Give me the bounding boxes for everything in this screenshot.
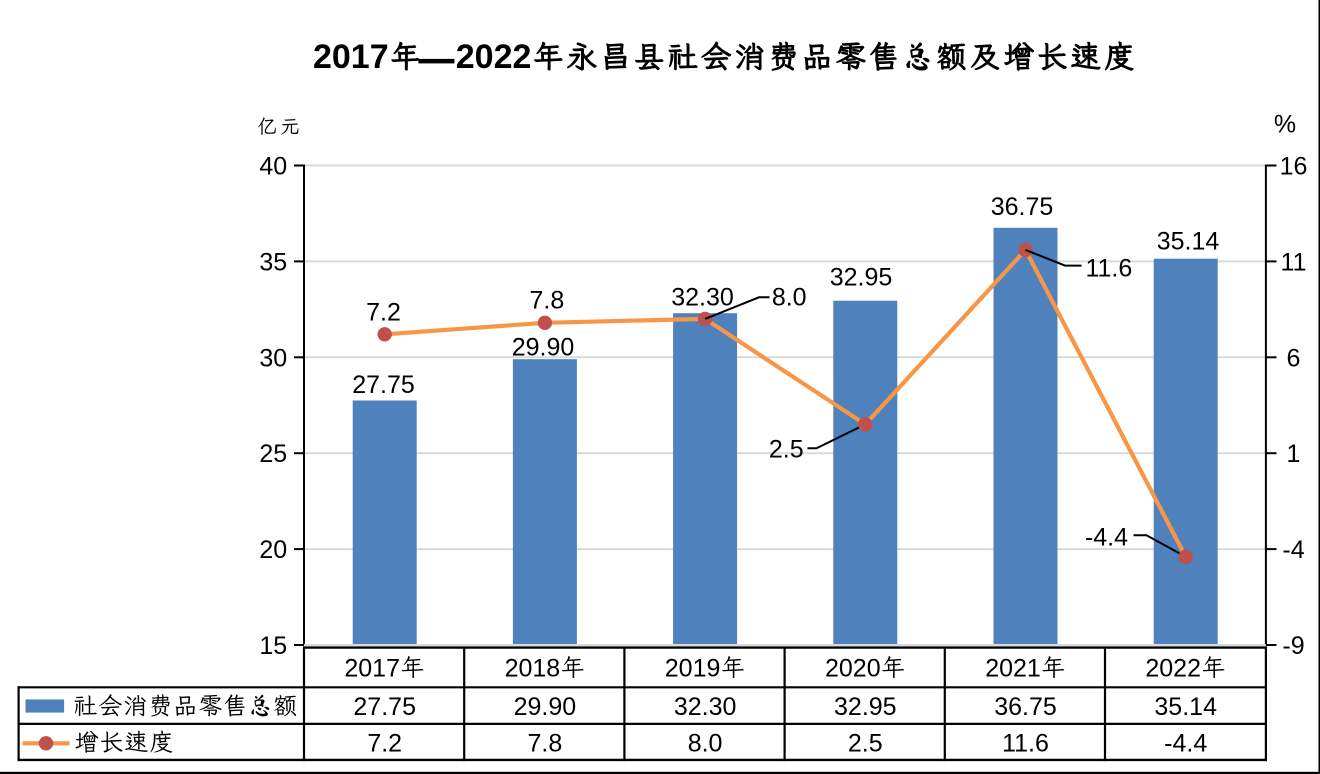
svg-text:35.14: 35.14: [1154, 693, 1217, 721]
svg-text:-4.4: -4.4: [1085, 524, 1128, 552]
svg-text:2019: 2019: [665, 654, 721, 682]
svg-text:25: 25: [259, 440, 287, 468]
svg-text:2.5: 2.5: [769, 436, 804, 464]
svg-text:30: 30: [259, 344, 287, 372]
svg-text:2021: 2021: [985, 654, 1041, 682]
svg-text:7.2: 7.2: [366, 299, 401, 327]
svg-text:32.30: 32.30: [671, 284, 734, 312]
svg-text:2022: 2022: [456, 38, 532, 76]
svg-text:2017: 2017: [313, 38, 389, 76]
svg-text:27.75: 27.75: [352, 371, 415, 399]
svg-text:1: 1: [1287, 440, 1301, 468]
svg-text:-4: -4: [1282, 536, 1304, 564]
svg-text:11.6: 11.6: [1085, 255, 1132, 283]
svg-text:2.5: 2.5: [848, 729, 883, 757]
svg-text:16: 16: [1280, 153, 1308, 181]
svg-text:15: 15: [259, 632, 287, 660]
svg-text:2020: 2020: [825, 654, 881, 682]
svg-text:2018: 2018: [505, 654, 561, 682]
svg-text:29.90: 29.90: [514, 693, 577, 721]
svg-text:7.2: 7.2: [367, 729, 402, 757]
svg-text:2017: 2017: [344, 654, 400, 682]
svg-text:32.95: 32.95: [830, 264, 893, 292]
svg-text:20: 20: [259, 536, 287, 564]
svg-text:-9: -9: [1282, 632, 1304, 660]
svg-text:35: 35: [259, 248, 287, 276]
svg-text:7.8: 7.8: [528, 729, 563, 757]
svg-text:36.75: 36.75: [991, 193, 1054, 221]
svg-text:6: 6: [1287, 344, 1301, 372]
svg-text:11: 11: [1281, 248, 1307, 276]
svg-text:32.95: 32.95: [834, 693, 897, 721]
svg-text:35.14: 35.14: [1157, 228, 1220, 256]
svg-text:40: 40: [259, 153, 287, 181]
svg-text:11.6: 11.6: [1002, 729, 1049, 757]
svg-text:29.90: 29.90: [512, 334, 575, 362]
svg-text:2022: 2022: [1145, 654, 1201, 682]
svg-text:%: %: [1274, 111, 1296, 139]
svg-text:32.30: 32.30: [674, 693, 737, 721]
svg-text:-4.4: -4.4: [1164, 729, 1207, 757]
svg-text:36.75: 36.75: [994, 693, 1057, 721]
svg-text:8.0: 8.0: [688, 729, 723, 757]
svg-text:7.8: 7.8: [530, 287, 565, 315]
svg-text:8.0: 8.0: [772, 284, 807, 312]
svg-text:27.75: 27.75: [353, 693, 416, 721]
